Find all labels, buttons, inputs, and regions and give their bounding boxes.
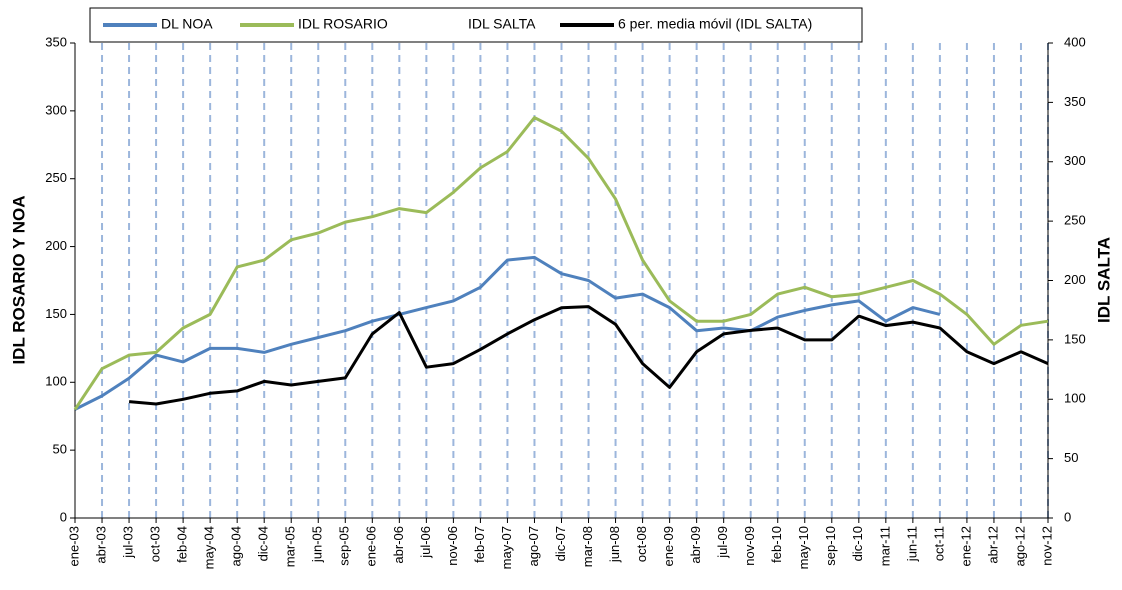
legend-text: DL NOA xyxy=(161,16,213,32)
x-tick-label: jul-03 xyxy=(120,526,135,559)
y-tick-label: 100 xyxy=(45,374,67,389)
x-tick-label: ago-07 xyxy=(526,526,541,566)
x-tick-label: jul-09 xyxy=(715,526,730,559)
x-tick-label: jun-05 xyxy=(310,526,325,563)
x-tick-label: abr-12 xyxy=(985,526,1000,564)
x-tick-label: dic-10 xyxy=(850,526,865,561)
y2-axis-title: IDL SALTA xyxy=(1094,237,1113,323)
y2-tick-label: 150 xyxy=(1064,331,1086,346)
x-tick-label: ene-06 xyxy=(364,526,379,566)
x-tick-label: nov-09 xyxy=(742,526,757,566)
x-tick-label: ago-12 xyxy=(1012,526,1027,566)
y2-tick-label: 0 xyxy=(1064,509,1071,524)
x-tick-label: abr-09 xyxy=(688,526,703,564)
x-tick-label: ago-04 xyxy=(229,526,244,566)
x-tick-label: jul-06 xyxy=(418,526,433,559)
x-tick-label: feb-10 xyxy=(769,526,784,563)
y2-tick-label: 350 xyxy=(1064,94,1086,109)
x-tick-label: sep-10 xyxy=(823,526,838,566)
y2-tick-label: 100 xyxy=(1064,391,1086,406)
y2-tick-label: 400 xyxy=(1064,34,1086,49)
y-tick-label: 200 xyxy=(45,238,67,253)
legend-text: IDL ROSARIO xyxy=(298,16,388,32)
y2-tick-label: 200 xyxy=(1064,272,1086,287)
y-tick-label: 250 xyxy=(45,170,67,185)
x-tick-label: jun-11 xyxy=(904,526,919,562)
x-tick-label: may-10 xyxy=(796,526,811,569)
x-tick-label: mar-05 xyxy=(283,526,298,567)
legend-box xyxy=(89,7,863,43)
x-tick-label: may-07 xyxy=(499,526,514,569)
x-tick-label: feb-07 xyxy=(472,526,487,563)
y-tick-label: 0 xyxy=(60,509,67,524)
x-tick-label: ene-03 xyxy=(66,526,81,566)
x-tick-label: feb-04 xyxy=(175,526,190,563)
y-axis-title: IDL ROSARIO Y NOA xyxy=(9,195,28,364)
x-tick-label: mar-08 xyxy=(580,526,595,567)
x-tick-label: dic-07 xyxy=(553,526,568,561)
x-tick-label: nov-06 xyxy=(445,526,460,566)
x-tick-label: abr-03 xyxy=(93,526,108,564)
x-tick-label: may-04 xyxy=(202,526,217,569)
y-tick-label: 150 xyxy=(45,306,67,321)
y2-tick-label: 300 xyxy=(1064,153,1086,168)
series-line xyxy=(73,116,1049,411)
series-line xyxy=(74,255,941,411)
x-tick-label: abr-06 xyxy=(391,526,406,564)
x-tick-label: ene-09 xyxy=(661,526,676,566)
y2-tick-label: 50 xyxy=(1064,450,1078,465)
x-tick-label: oct-03 xyxy=(148,526,163,562)
y-tick-label: 300 xyxy=(45,102,67,117)
legend-text: 6 per. media móvil (IDL SALTA) xyxy=(618,16,812,32)
y-tick-label: 350 xyxy=(45,34,67,49)
y2-tick-label: 250 xyxy=(1064,213,1086,228)
x-tick-label: ene-12 xyxy=(958,526,973,566)
legend-text: IDL SALTA xyxy=(468,16,536,32)
x-tick-label: mar-11 xyxy=(877,526,892,566)
x-tick-label: jun-08 xyxy=(607,526,622,563)
x-tick-label: dic-04 xyxy=(256,526,271,561)
x-tick-label: sep-05 xyxy=(337,526,352,566)
series-line xyxy=(128,305,1049,406)
y-tick-label: 50 xyxy=(53,442,67,457)
x-tick-label: oct-08 xyxy=(634,526,649,562)
x-tick-label: oct-11 xyxy=(931,526,946,561)
x-tick-label: nov-12 xyxy=(1039,526,1054,566)
